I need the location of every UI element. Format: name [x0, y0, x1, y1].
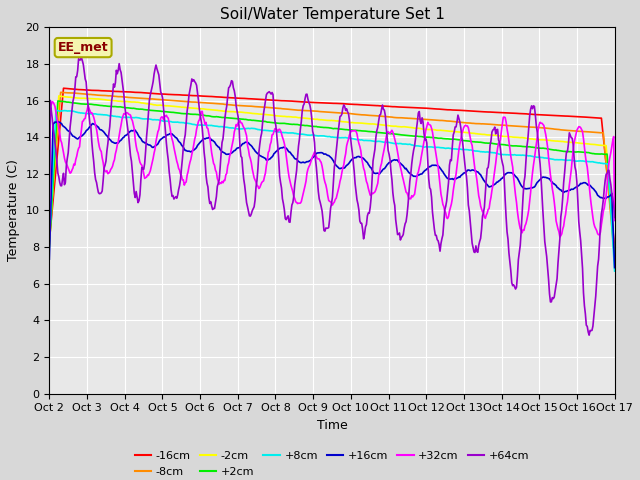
- -8cm: [147, 96, 154, 102]
- +64cm: [472, 243, 480, 249]
- +2cm: [192, 111, 200, 117]
- Line: +16cm: +16cm: [49, 121, 614, 268]
- +16cm: [472, 168, 480, 174]
- +32cm: [147, 168, 154, 174]
- -2cm: [424, 127, 431, 132]
- -8cm: [57, 89, 65, 95]
- +16cm: [611, 265, 618, 271]
- -8cm: [424, 117, 431, 122]
- +16cm: [53, 119, 61, 124]
- -2cm: [55, 93, 63, 99]
- +64cm: [302, 92, 310, 97]
- -16cm: [45, 238, 53, 243]
- -8cm: [302, 108, 310, 113]
- +32cm: [192, 132, 200, 138]
- -16cm: [611, 244, 618, 250]
- -16cm: [472, 108, 480, 114]
- +64cm: [586, 332, 593, 338]
- +2cm: [380, 130, 387, 136]
- +16cm: [302, 159, 310, 165]
- -8cm: [611, 255, 618, 261]
- +16cm: [424, 166, 431, 171]
- +8cm: [472, 148, 480, 154]
- Title: Soil/Water Temperature Set 1: Soil/Water Temperature Set 1: [220, 7, 444, 22]
- +32cm: [380, 150, 387, 156]
- +2cm: [147, 108, 154, 113]
- +16cm: [147, 143, 154, 148]
- -8cm: [472, 121, 480, 127]
- -16cm: [380, 103, 387, 109]
- -2cm: [472, 131, 480, 137]
- -2cm: [380, 122, 387, 128]
- -2cm: [147, 101, 154, 107]
- +16cm: [380, 166, 387, 172]
- +32cm: [424, 120, 431, 125]
- +32cm: [556, 234, 564, 240]
- -16cm: [60, 85, 67, 91]
- +8cm: [611, 268, 618, 274]
- Line: +2cm: +2cm: [49, 101, 614, 261]
- Line: -8cm: -8cm: [49, 92, 614, 258]
- -16cm: [147, 91, 154, 96]
- +64cm: [192, 80, 200, 86]
- +8cm: [45, 239, 53, 245]
- +32cm: [472, 170, 480, 176]
- +16cm: [45, 256, 53, 262]
- +64cm: [424, 159, 431, 165]
- +64cm: [147, 92, 154, 97]
- +8cm: [302, 132, 310, 138]
- +64cm: [611, 215, 618, 220]
- +32cm: [49, 99, 56, 105]
- +8cm: [52, 108, 60, 113]
- Y-axis label: Temperature (C): Temperature (C): [7, 159, 20, 262]
- +8cm: [424, 144, 431, 150]
- -8cm: [45, 234, 53, 240]
- -2cm: [192, 106, 200, 111]
- -8cm: [380, 113, 387, 119]
- Line: +32cm: +32cm: [49, 102, 614, 237]
- +16cm: [192, 146, 200, 152]
- +2cm: [472, 139, 480, 145]
- Line: -16cm: -16cm: [49, 88, 614, 247]
- -16cm: [424, 106, 431, 111]
- +8cm: [192, 122, 200, 128]
- +2cm: [302, 123, 310, 129]
- Line: +64cm: +64cm: [49, 58, 614, 335]
- +2cm: [45, 244, 53, 250]
- +2cm: [54, 98, 61, 104]
- -2cm: [45, 242, 53, 248]
- X-axis label: Time: Time: [317, 419, 348, 432]
- -16cm: [192, 93, 200, 98]
- +2cm: [611, 258, 618, 264]
- +2cm: [424, 134, 431, 140]
- Text: EE_met: EE_met: [58, 41, 108, 54]
- +32cm: [45, 198, 53, 204]
- Legend: -16cm, -8cm, -2cm, +2cm, +8cm, +16cm, +32cm, +64cm: -16cm, -8cm, -2cm, +2cm, +8cm, +16cm, +3…: [131, 447, 534, 480]
- +64cm: [77, 55, 85, 60]
- +8cm: [147, 116, 154, 122]
- -16cm: [302, 99, 310, 105]
- -8cm: [192, 99, 200, 105]
- +64cm: [380, 106, 387, 112]
- +8cm: [380, 139, 387, 145]
- +32cm: [611, 217, 618, 223]
- -2cm: [302, 115, 310, 121]
- Line: +8cm: +8cm: [49, 110, 614, 271]
- Line: -2cm: -2cm: [49, 96, 614, 257]
- +64cm: [45, 240, 53, 246]
- +32cm: [302, 178, 310, 184]
- -2cm: [611, 254, 618, 260]
